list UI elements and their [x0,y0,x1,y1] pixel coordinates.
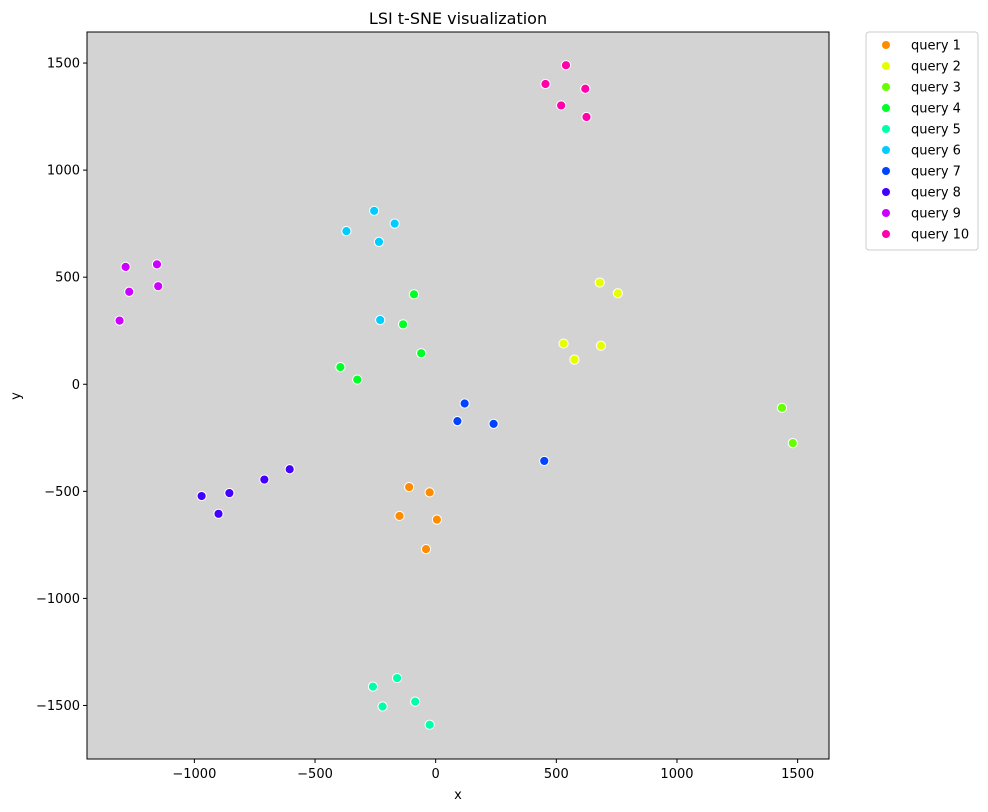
data-points [114,60,798,730]
legend-label: query 2 [911,60,961,75]
x-tick-label: −1000 [172,767,216,782]
legend-label: query 10 [911,228,969,243]
legend-marker [882,188,890,196]
data-point [114,315,125,326]
legend-label: query 6 [911,144,961,159]
data-point [416,348,427,359]
legend-label: query 3 [911,81,961,96]
data-point [569,354,580,365]
plot-frame [86,31,830,760]
y-tick-label: −1000 [36,592,80,607]
data-point [120,261,131,273]
legend-marker [882,167,890,175]
y-tick-label: 0 [72,378,80,393]
x-tick-label: 1500 [781,767,814,782]
x-tick-label: −500 [297,767,333,782]
data-point [259,474,270,485]
legend-marker [882,62,890,70]
data-point [341,226,352,237]
data-point [369,205,380,216]
axis-ticks: −1000 −500 0 500 1000 1500 −1500 −1000 −500 0 500 1… [36,57,814,782]
legend-label: query 8 [911,186,961,201]
data-point [488,418,499,429]
chart-title: LSI t-SNE visualization [369,9,547,28]
data-point [787,438,798,449]
data-point [431,514,442,525]
data-point [452,415,463,427]
data-point [560,60,572,71]
legend: query 1 query 2 query 3 query 4 query 5 query… [865,31,979,251]
data-point [151,259,163,270]
data-point [196,490,207,502]
data-point [391,672,403,684]
legend-marker [882,104,890,112]
legend-marker [882,41,890,49]
data-point [612,288,623,299]
legend-box [865,31,979,251]
data-point [224,487,235,499]
y-tick-label: 1500 [47,57,80,72]
y-tick-label: −1500 [36,699,80,714]
legend-label: query 1 [911,39,961,54]
legend-marker [882,209,890,217]
data-point [153,281,164,292]
data-point [335,362,346,373]
data-point [539,455,550,467]
data-point [394,510,405,522]
legend-marker [882,146,890,154]
x-tick-label: 0 [432,767,440,782]
legend-label: query 5 [911,123,961,138]
data-point [389,218,400,229]
data-point [398,319,409,330]
y-tick-label: 1000 [47,164,80,179]
y-axis-label: y [9,392,24,400]
data-point [595,340,607,351]
plot-area [87,32,829,759]
legend-marker [882,125,890,133]
data-point [420,544,432,555]
x-axis-label: x [454,788,462,803]
data-point [352,374,363,385]
data-point [581,111,592,123]
legend-label: query 4 [911,102,961,117]
data-point [776,402,788,413]
data-point [375,314,386,326]
data-point [540,78,551,90]
x-tick-label: 500 [544,767,569,782]
data-point [124,286,135,297]
data-point [284,464,295,475]
legend-marker [882,83,890,91]
legend-marker [882,230,890,238]
data-point [408,289,420,300]
legend-label: query 7 [911,165,961,180]
data-point [594,277,605,288]
data-point [213,508,224,519]
data-point [558,338,569,349]
data-point [556,100,567,111]
x-tick-label: 1000 [660,767,693,782]
data-point [404,481,415,493]
data-point [377,701,388,712]
data-point [424,719,435,730]
data-point [410,696,421,707]
y-tick-label: 500 [55,271,80,286]
data-point [367,681,379,692]
data-point [580,83,591,94]
legend-label: query 9 [911,207,961,222]
data-point [424,487,435,498]
data-point [373,236,385,247]
data-point [459,398,470,409]
y-tick-label: −500 [44,485,80,500]
